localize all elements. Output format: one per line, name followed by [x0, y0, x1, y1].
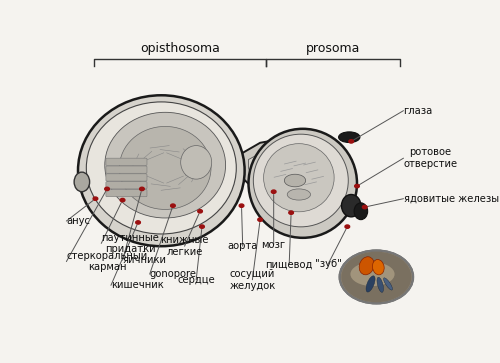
Circle shape: [104, 187, 110, 191]
Ellipse shape: [366, 276, 375, 292]
Circle shape: [345, 225, 350, 228]
Text: "зуб": "зуб": [314, 260, 342, 269]
Circle shape: [120, 199, 125, 202]
Text: книжные
легкие: книжные легкие: [160, 235, 209, 257]
Circle shape: [272, 190, 276, 193]
Circle shape: [289, 211, 294, 214]
Ellipse shape: [338, 132, 360, 143]
Text: opisthosoma: opisthosoma: [140, 42, 220, 55]
Polygon shape: [241, 140, 310, 196]
Ellipse shape: [372, 260, 384, 275]
Ellipse shape: [248, 129, 357, 238]
Ellipse shape: [354, 203, 368, 220]
Text: мозг: мозг: [262, 240, 286, 250]
Circle shape: [239, 204, 244, 207]
Circle shape: [354, 184, 360, 188]
Circle shape: [136, 221, 140, 224]
Text: сосущий
желудок: сосущий желудок: [229, 269, 276, 290]
Ellipse shape: [180, 146, 212, 179]
FancyBboxPatch shape: [106, 182, 147, 189]
Ellipse shape: [264, 144, 334, 212]
Text: стеркоральный
карман: стеркоральный карман: [66, 251, 148, 272]
Ellipse shape: [377, 277, 384, 292]
Text: анус: анус: [66, 216, 90, 226]
FancyBboxPatch shape: [106, 174, 147, 181]
Circle shape: [140, 187, 144, 191]
Text: яичники: яичники: [122, 255, 166, 265]
Ellipse shape: [120, 126, 211, 209]
Ellipse shape: [105, 112, 226, 218]
Circle shape: [200, 225, 204, 228]
Ellipse shape: [86, 102, 236, 234]
Ellipse shape: [78, 95, 244, 246]
FancyBboxPatch shape: [106, 158, 147, 166]
Polygon shape: [248, 151, 299, 188]
Ellipse shape: [284, 174, 306, 187]
Circle shape: [170, 204, 175, 207]
Text: паутинные
придатки: паутинные придатки: [101, 233, 159, 254]
Text: глаза: глаза: [404, 106, 433, 116]
Text: аорта: аорта: [228, 241, 258, 251]
Circle shape: [342, 252, 411, 302]
Text: gonopore: gonopore: [150, 269, 196, 279]
Text: пищевод: пищевод: [266, 260, 313, 269]
Ellipse shape: [254, 134, 348, 227]
Circle shape: [340, 250, 413, 303]
Ellipse shape: [74, 172, 90, 192]
Circle shape: [198, 209, 202, 213]
Circle shape: [362, 205, 367, 209]
Circle shape: [349, 140, 354, 143]
Text: кишечник: кишечник: [111, 280, 164, 290]
Circle shape: [258, 218, 262, 221]
Ellipse shape: [342, 195, 361, 217]
Circle shape: [93, 197, 98, 200]
Ellipse shape: [287, 189, 310, 200]
Ellipse shape: [350, 262, 395, 286]
Text: сердце: сердце: [178, 275, 215, 285]
FancyBboxPatch shape: [106, 166, 147, 173]
Ellipse shape: [359, 257, 374, 275]
Text: prosoma: prosoma: [306, 42, 360, 55]
FancyBboxPatch shape: [106, 189, 147, 197]
Text: ротовое
отверстие: ротовое отверстие: [404, 147, 458, 169]
Ellipse shape: [384, 278, 392, 290]
Text: ядовитые железы: ядовитые железы: [404, 194, 498, 204]
